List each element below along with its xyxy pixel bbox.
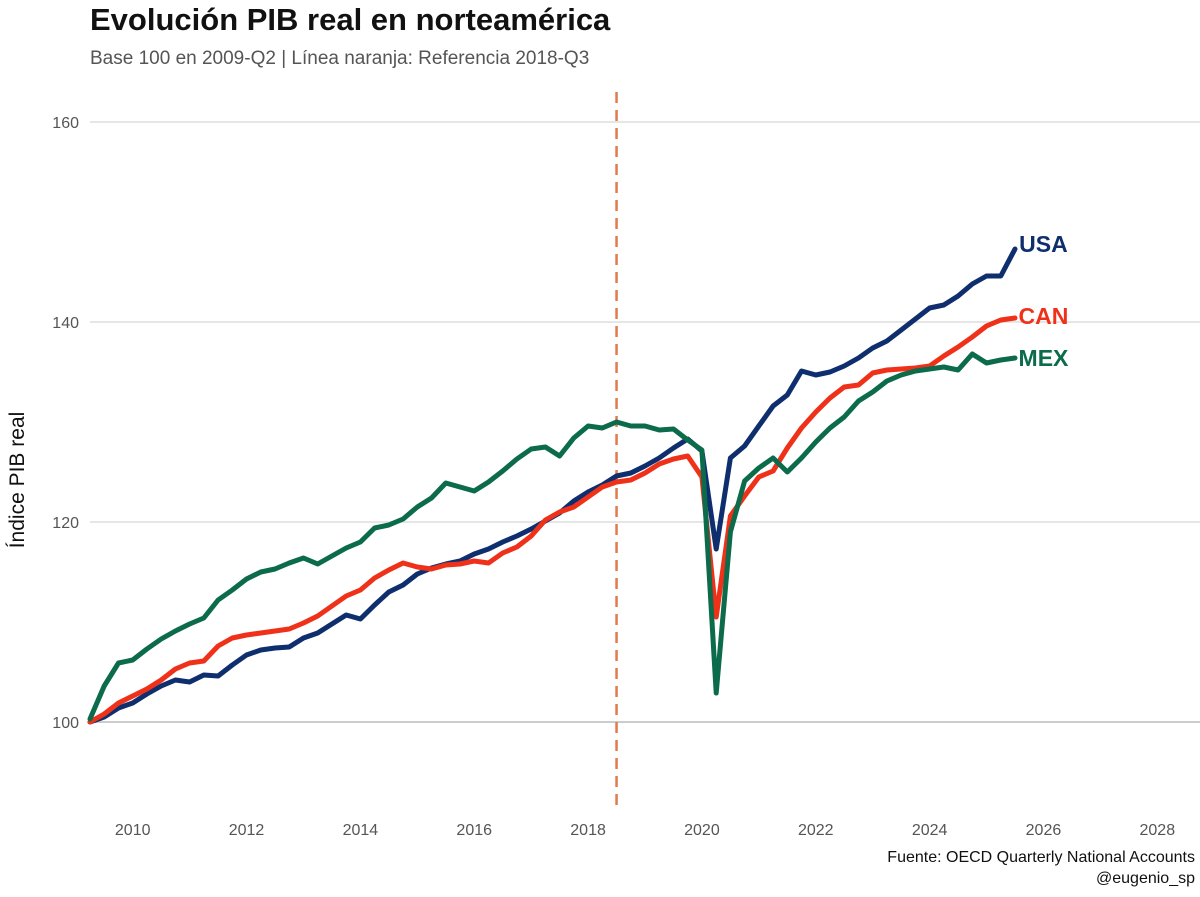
- author-handle: @eugenio_sp: [1096, 870, 1195, 887]
- series-line-can: [87, 315, 1018, 725]
- series-line-mex: [87, 351, 1018, 722]
- x-tick-label-2026: 2026: [1026, 822, 1062, 839]
- x-tick-label-2012: 2012: [229, 822, 265, 839]
- series-label-can: CAN: [1019, 303, 1069, 329]
- x-tick-label-2014: 2014: [343, 822, 379, 839]
- source-text: Fuente: OECD Quarterly National Accounts: [887, 849, 1195, 866]
- x-tick-label-2018: 2018: [570, 822, 606, 839]
- y-tick-label-160: 160: [52, 115, 79, 132]
- chart-subtitle: Base 100 en 2009-Q2 | Línea naranja: Ref…: [90, 48, 590, 69]
- x-tick-label-2010: 2010: [115, 822, 151, 839]
- x-tick-label-2016: 2016: [456, 822, 492, 839]
- x-tick-label-2024: 2024: [912, 822, 948, 839]
- x-tick-label-2020: 2020: [684, 822, 720, 839]
- series-line-usa: [87, 246, 1018, 725]
- x-tick-label-2028: 2028: [1140, 822, 1176, 839]
- series-label-usa: USA: [1019, 231, 1068, 257]
- series-label-mex: MEX: [1019, 345, 1070, 371]
- x-tick-label-2022: 2022: [798, 822, 834, 839]
- y-tick-label-120: 120: [52, 515, 79, 532]
- y-tick-label-140: 140: [52, 315, 79, 332]
- y-tick-label-100: 100: [52, 715, 79, 732]
- chart-title: Evolución PIB real en norteamérica: [90, 2, 611, 37]
- source-note: Fuente: OECD Quarterly National Accounts…: [887, 847, 1195, 889]
